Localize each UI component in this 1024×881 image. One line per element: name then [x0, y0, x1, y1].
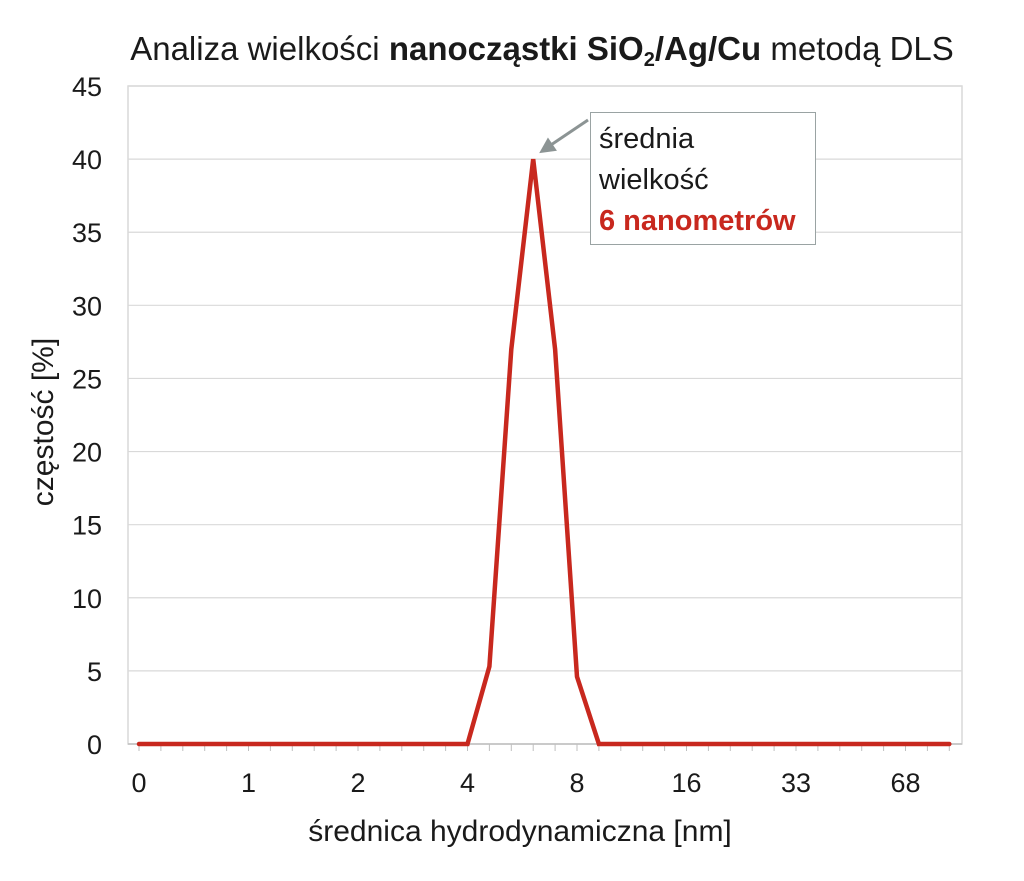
x-tick-label: 4 [460, 768, 475, 798]
title-subscript: 2 [643, 49, 655, 71]
x-tick-label: 1 [241, 768, 256, 798]
x-tick-label: 0 [131, 768, 146, 798]
x-tick-label: 8 [569, 768, 584, 798]
chart-title: Analiza wielkości nanocząstki SiO2/Ag/Cu… [0, 30, 1024, 72]
plot-frame [127, 85, 963, 745]
title-compound: nanocząstki SiO [388, 30, 644, 67]
x-tick-label: 2 [350, 768, 365, 798]
y-tick-label: 10 [72, 584, 102, 614]
y-tick-label: 0 [87, 730, 102, 760]
title-post: metodą DLS [761, 30, 954, 67]
y-tick-label: 5 [87, 657, 102, 687]
x-axis-label: średnica hydrodynamiczna [nm] [308, 815, 732, 848]
annotation-line-1: średnia [599, 123, 695, 155]
x-tick-label: 68 [890, 768, 920, 798]
annotation-box: średnia wielkość 6 nanometrów [590, 112, 816, 245]
y-tick-label: 30 [72, 291, 102, 321]
title-compound-rest: /Ag/Cu [654, 30, 762, 67]
series-line [136, 158, 952, 747]
y-tick-label: 35 [72, 218, 102, 248]
annotation-arrow-head [539, 137, 557, 154]
y-tick-label: 20 [72, 438, 102, 468]
y-axis-label: częstość [%] [27, 337, 60, 507]
x-tick-label: 16 [671, 768, 701, 798]
annotation-value: 6 nanometrów [599, 205, 796, 237]
y-tick-label: 25 [72, 364, 102, 394]
x-tick-label: 33 [781, 768, 811, 798]
annotation-arrow-line [548, 118, 589, 148]
y-tick-label: 40 [72, 145, 102, 175]
title-pre: Analiza wielkości [130, 30, 389, 67]
annotation-line-2: wielkość [599, 164, 709, 196]
y-tick-label: 15 [72, 511, 102, 541]
y-tick-label: 45 [72, 72, 102, 102]
